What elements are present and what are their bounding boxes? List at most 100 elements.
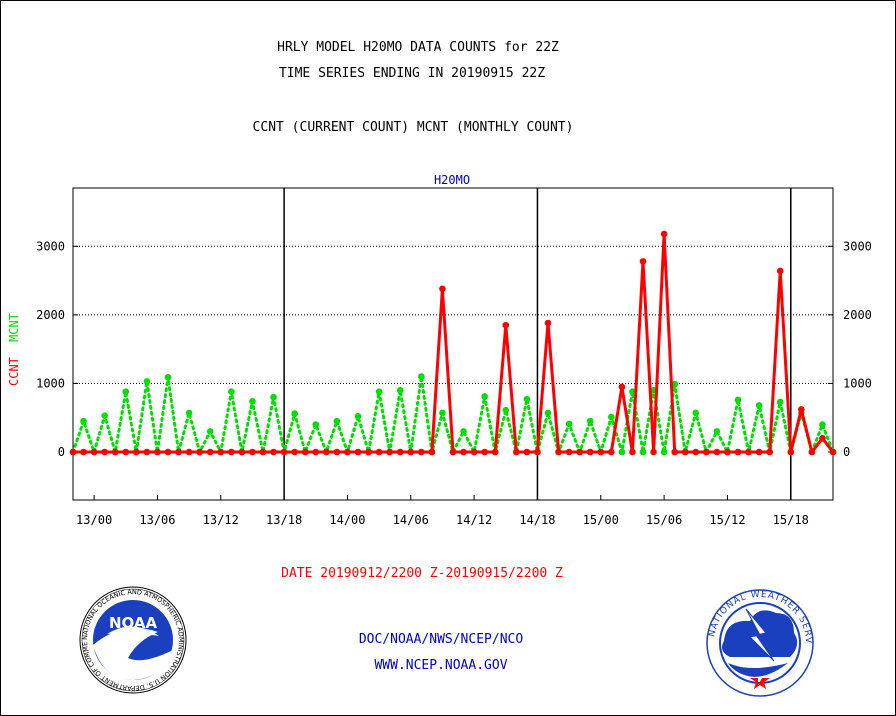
panel-title: H20MO [433,173,471,187]
plot-area [72,187,834,501]
point-ccnt-62 [724,448,731,456]
point-mcnt-31 [396,386,404,394]
point-ccnt-43 [523,448,531,456]
point-mcnt-63 [734,396,742,404]
point-ccnt-8 [154,448,161,456]
point-ccnt-24 [323,448,330,456]
ytick-right-3000: 3000 [843,239,872,253]
xtick-label-24: 14/00 [329,513,365,527]
ylabel-group: CCNT MCNT [7,313,21,386]
point-mcnt-57 [671,380,678,388]
ytick-right-2000: 2000 [843,308,872,322]
x-ticks: 13/00 13/06 13/12 13/18 14/00 14/06 14/12 14/18… [76,495,809,527]
gridlines [73,245,833,384]
point-ccnt-23 [312,448,320,456]
point-mcnt-56 [660,448,668,456]
point-ccnt-16 [238,448,246,456]
point-ccnt-47 [565,448,573,456]
org-path: DOC/NOAA/NWS/NCEP/NCO [358,632,524,647]
point-mcnt-51 [608,413,615,421]
point-mcnt-25 [333,417,341,425]
point-ccnt-34 [428,448,436,456]
point-ccnt-11 [185,448,193,456]
point-ccnt-35 [439,285,446,293]
point-ccnt-19 [270,448,277,456]
point-ccnt-55 [650,448,657,456]
point-ccnt-63 [734,448,742,456]
xtick-label-42: 14/18 [519,513,555,527]
point-mcnt-19 [270,393,277,401]
point-ccnt-45 [544,319,552,327]
point-ccnt-70 [808,448,816,456]
point-mcnt-61 [713,428,721,435]
point-mcnt-54 [639,448,647,456]
point-ccnt-57 [671,448,678,456]
point-ccnt-51 [608,448,615,456]
ytick-right-0: 0 [843,445,850,459]
point-ccnt-40 [491,448,499,456]
point-ccnt-65 [755,448,763,456]
point-mcnt-5 [122,388,130,395]
point-ccnt-33 [418,448,425,456]
point-mcnt-41 [502,406,510,414]
point-ccnt-56 [660,230,668,238]
point-ccnt-21 [291,448,298,456]
point-mcnt-43 [523,395,531,403]
point-mcnt-71 [819,421,826,428]
point-ccnt-6 [133,448,140,456]
ylabel-mcnt: MCNT [7,313,21,342]
point-ccnt-17 [249,448,256,456]
point-ccnt-28 [365,448,372,456]
ytick-left-1000: 1000 [36,376,65,390]
point-mcnt-67 [776,398,784,406]
point-mcnt-13 [206,428,214,435]
chart-title-line1: HRLY MODEL H20MO DATA COUNTS for 22Z [277,40,559,55]
point-ccnt-54 [639,258,647,265]
point-ccnt-29 [375,448,383,456]
point-mcnt-11 [185,409,193,417]
point-mcnt-27 [354,413,362,420]
point-ccnt-42 [513,448,520,456]
point-mcnt-33 [418,373,425,380]
point-mcnt-52 [618,448,626,456]
point-ccnt-25 [333,448,341,456]
chart-subtitle: CCNT (CURRENT COUNT) MCNT (MONTHLY COUNT… [252,120,574,135]
point-ccnt-58 [681,448,689,456]
point-ccnt-1 [80,448,87,456]
point-ccnt-71 [819,434,826,442]
point-ccnt-68 [787,448,795,456]
point-ccnt-20 [280,448,288,456]
point-ccnt-4 [111,448,119,456]
point-ccnt-50 [597,448,605,456]
xtick-label-12: 13/12 [203,513,239,527]
xtick-label-36: 14/12 [456,513,492,527]
series-ccnt [69,230,837,456]
point-mcnt-23 [312,421,320,428]
point-mcnt-47 [565,420,573,428]
website-link[interactable]: WWW.NCEP.NOAA.GOV [374,658,508,673]
point-ccnt-38 [470,448,478,456]
point-ccnt-30 [386,448,393,456]
point-ccnt-7 [143,448,151,456]
point-ccnt-37 [460,448,467,456]
point-mcnt-3 [101,412,108,419]
point-mcnt-15 [228,388,235,395]
point-ccnt-64 [745,448,752,456]
point-mcnt-59 [692,409,700,417]
ytick-left-2000: 2000 [36,308,65,322]
ytick-left-3000: 3000 [36,239,65,253]
nws-logo: NATIONAL WEATHER SERVICE [706,589,814,697]
point-ccnt-46 [555,448,562,456]
xtick-label-6: 13/06 [139,513,175,527]
point-mcnt-17 [249,397,256,405]
point-ccnt-31 [396,448,404,456]
chart-title-line2: TIME SERIES ENDING IN 20190915 22Z [278,66,546,81]
point-mcnt-29 [375,388,383,395]
point-ccnt-39 [481,448,488,456]
point-ccnt-22 [301,448,309,456]
point-mcnt-9 [164,373,172,381]
date-range: DATE 20190912/2200 Z-20190915/2200 Z [281,566,563,581]
point-ccnt-18 [259,448,267,456]
point-ccnt-61 [713,448,721,456]
